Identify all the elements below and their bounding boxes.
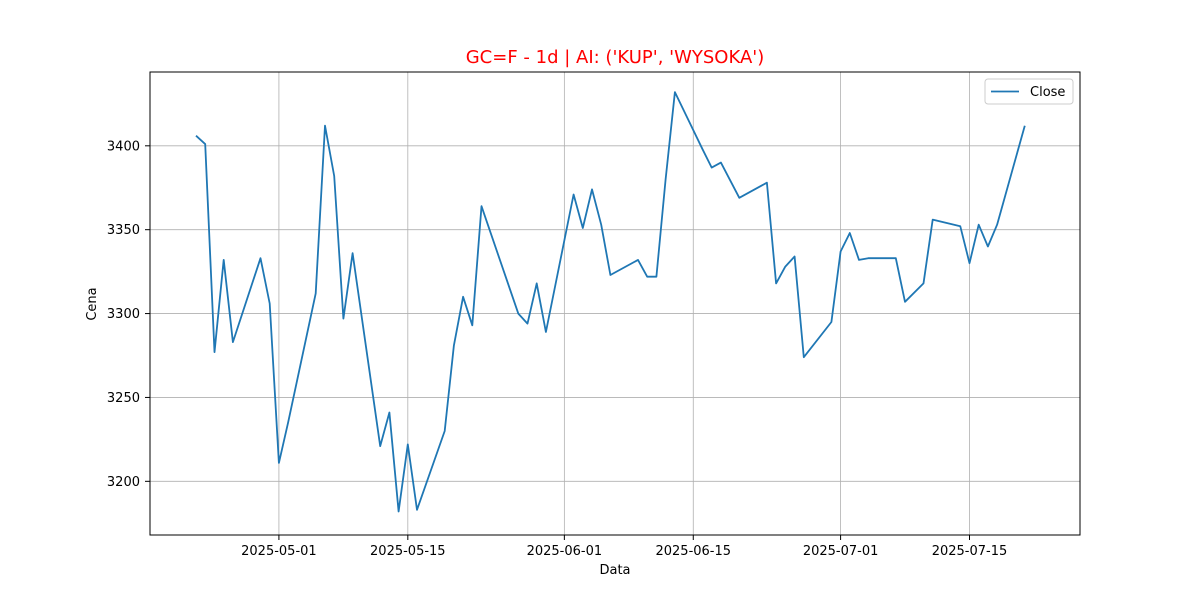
legend-label-close: Close: [1030, 85, 1065, 100]
series-layer: [195, 91, 1026, 513]
y-tick-label: 3350: [107, 223, 140, 238]
x-tick-label: 2025-06-15: [655, 544, 731, 559]
x-tick-label: 2025-06-01: [527, 544, 603, 559]
y-axis: 3200 3250 3300 3350 3400: [107, 139, 150, 490]
grid: [150, 72, 1080, 535]
y-tick-label: 3300: [107, 307, 140, 322]
y-tick-label: 3200: [107, 475, 140, 490]
x-tick-label: 2025-05-15: [370, 544, 446, 559]
x-tick-label: 2025-05-01: [241, 544, 317, 559]
series-line-close: [195, 91, 1026, 513]
legend-box: [984, 78, 1074, 105]
chart-title: GC=F - 1d | AI: ('KUP', 'WYSOKA'): [466, 47, 765, 68]
x-tick-label: 2025-07-15: [932, 544, 1008, 559]
x-axis-label: Data: [599, 563, 630, 578]
y-tick-label: 3250: [107, 391, 140, 406]
plot-frame: [149, 71, 1081, 536]
legend: Close: [984, 78, 1074, 105]
y-tick-label: 3400: [107, 139, 140, 154]
x-axis: 2025-05-01 2025-05-15 2025-06-01 2025-06-15…: [241, 535, 1007, 559]
y-axis-label: Cena: [85, 287, 100, 320]
x-tick-label: 2025-07-01: [803, 544, 879, 559]
